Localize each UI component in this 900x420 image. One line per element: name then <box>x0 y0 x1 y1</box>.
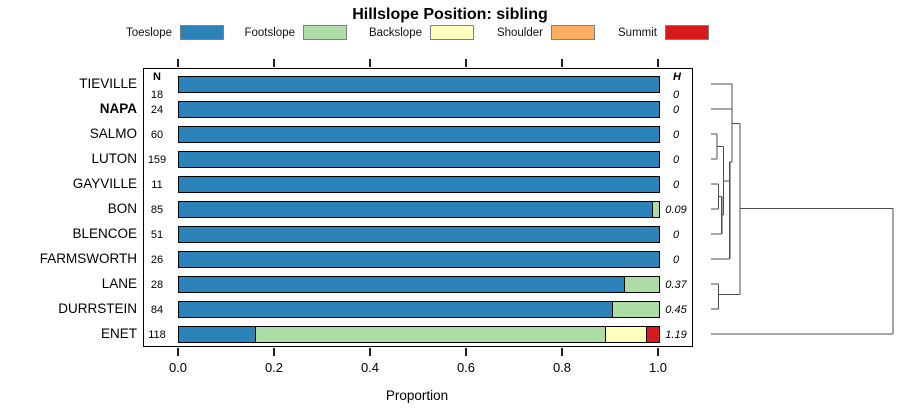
legend-swatch-backslope <box>430 25 474 40</box>
n-value: 26 <box>150 254 164 266</box>
h-value: 0 <box>672 104 680 116</box>
stacked-bar <box>178 75 660 93</box>
h-value: 1.19 <box>665 329 687 341</box>
x-axis-tick-top <box>465 59 467 67</box>
row-label-napa: NAPA <box>99 101 137 116</box>
legend-label-shoulder: Shoulder <box>496 27 543 39</box>
x-axis-tick-label: 0.6 <box>456 360 476 375</box>
n-column-header: N <box>153 71 161 83</box>
x-axis-tick-bottom <box>465 348 467 356</box>
legend-label-toeslope: Toeslope <box>125 27 172 39</box>
row-label-farmsworth: FARMSWORTH <box>39 251 137 266</box>
stacked-bar <box>178 300 660 318</box>
h-value: 0 <box>672 179 680 191</box>
bar-segment-toeslope <box>178 175 660 193</box>
legend-swatch-toeslope <box>180 25 224 40</box>
n-value: 60 <box>150 129 164 141</box>
x-axis-tick-label: 0.2 <box>264 360 284 375</box>
n-value: 28 <box>150 279 164 291</box>
stacked-bar <box>178 100 660 118</box>
h-value: 0 <box>672 229 680 241</box>
h-value: 0.09 <box>665 204 687 216</box>
x-axis-tick-label: 1.0 <box>648 360 668 375</box>
n-value: 85 <box>150 204 164 216</box>
row-label-gayville: GAYVILLE <box>72 176 137 191</box>
row-label-tieville: TIEVILLE <box>79 76 137 91</box>
row-label-blencoe: BLENCOE <box>72 226 137 241</box>
h-value: 0 <box>672 89 680 101</box>
h-column-header: H <box>673 71 681 83</box>
row-label-enet: ENET <box>100 326 137 341</box>
stacked-bar <box>178 275 660 293</box>
bar-segment-toeslope <box>178 225 660 243</box>
legend: Toeslope Footslope Backslope Shoulder Summit <box>0 0 900 46</box>
x-axis-tick-top <box>369 59 371 67</box>
n-value: 159 <box>147 154 167 166</box>
bar-segment-toeslope <box>178 125 660 143</box>
h-value: 0 <box>672 254 680 266</box>
stacked-bar <box>178 225 660 243</box>
x-axis-tick-top <box>561 59 563 67</box>
row-label-durrstein: DURRSTEIN <box>58 301 137 316</box>
n-value: 11 <box>151 179 163 191</box>
h-value: 0.37 <box>665 279 687 291</box>
row-label-salmo: SALMO <box>89 126 137 141</box>
x-axis-tick-top <box>177 59 179 67</box>
bar-segment-footslope <box>612 300 660 318</box>
bar-segment-toeslope <box>178 100 660 118</box>
n-value: 51 <box>150 229 164 241</box>
bar-segment-summit <box>646 325 660 343</box>
stacked-bar <box>178 200 660 218</box>
plot-box <box>143 68 693 347</box>
x-axis-tick-bottom <box>369 348 371 356</box>
row-label-lane: LANE <box>101 276 137 291</box>
legend-swatch-footslope <box>303 25 347 40</box>
x-axis-tick-label: 0.0 <box>168 360 188 375</box>
row-label-bon: BON <box>107 201 137 216</box>
x-axis-tick-label: 0.8 <box>552 360 572 375</box>
stacked-bar <box>178 150 660 168</box>
h-value: 0 <box>672 129 680 141</box>
x-axis-title: Proportion <box>385 388 449 403</box>
n-value: 118 <box>148 329 166 341</box>
legend-swatch-summit <box>665 25 709 40</box>
stacked-bar <box>178 125 660 143</box>
legend-label-summit: Summit <box>618 27 657 39</box>
stacked-bar <box>178 175 660 193</box>
row-label-luton: LUTON <box>91 151 137 166</box>
x-axis-tick-bottom <box>177 348 179 356</box>
legend-swatch-shoulder <box>551 25 595 40</box>
x-axis-tick-top <box>657 59 659 67</box>
legend-label-footslope: Footslope <box>244 27 295 39</box>
legend-label-backslope: Backslope <box>368 27 422 39</box>
stacked-bar <box>178 250 660 268</box>
bar-segment-footslope <box>652 200 660 218</box>
chart-title: Hillslope Position: sibling <box>352 6 548 23</box>
x-axis-tick-label: 0.4 <box>360 360 380 375</box>
n-value: 18 <box>150 89 164 101</box>
stacked-bar <box>178 325 660 343</box>
x-axis-tick-top <box>273 59 275 67</box>
h-value: 0.45 <box>665 304 687 316</box>
n-value: 24 <box>150 104 164 116</box>
x-axis-tick-bottom <box>273 348 275 356</box>
bar-segment-footslope <box>624 275 660 293</box>
h-value: 0 <box>672 154 680 166</box>
bar-segment-toeslope <box>178 75 660 93</box>
bar-segment-toeslope <box>178 250 660 268</box>
x-axis-tick-bottom <box>657 348 659 356</box>
x-axis-tick-bottom <box>561 348 563 356</box>
n-value: 84 <box>150 304 164 316</box>
bar-segment-toeslope <box>178 150 660 168</box>
